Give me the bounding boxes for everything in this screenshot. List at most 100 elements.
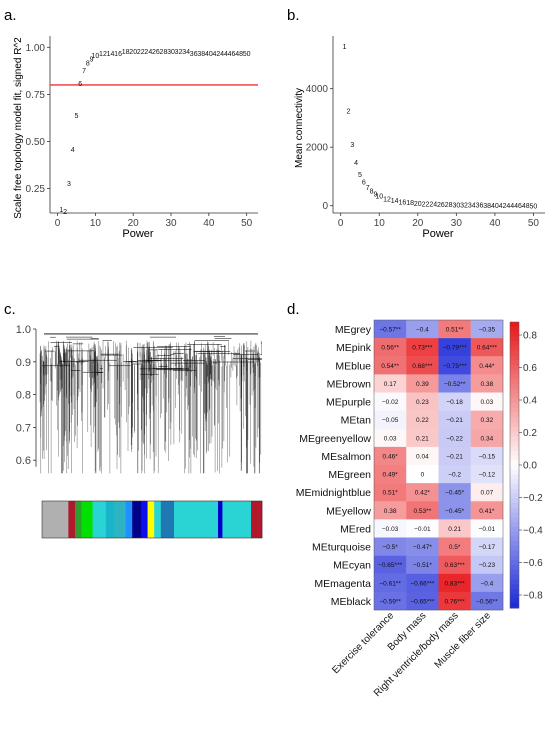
module-color-bar (41, 500, 263, 539)
heatmap-cell-label: −0.02 (382, 399, 399, 406)
heatmap-cell (374, 428, 407, 448)
heatmap-cell (438, 410, 471, 429)
heatmap-cell (470, 537, 504, 556)
mean-connectivity-point-label: 4 (354, 160, 358, 167)
heatmap-frame (373, 319, 504, 611)
scale-free-fit-point-label: 42 (213, 51, 221, 58)
heatmap-cell (470, 320, 504, 339)
mean-connectivity-point-label: 48 (522, 203, 530, 210)
colorbar-tick-label: 0.6 (523, 363, 537, 374)
heatmap-cell (470, 338, 504, 357)
colorbar-segment (510, 560, 519, 566)
heatmap-cell (374, 537, 407, 556)
colorbar-segment (510, 360, 519, 366)
heatmap-cell (438, 392, 471, 411)
heatmap-cell-label: −0.59** (379, 598, 401, 605)
module-color-block (218, 501, 223, 538)
colorbar-segment (510, 393, 519, 399)
heatmap-cell (374, 320, 407, 339)
heatmap-cell-label: 0.51** (446, 327, 464, 334)
heatmap-cell (470, 465, 504, 484)
colorbar-segment (510, 355, 519, 361)
heatmap-cell-label: −0.35 (479, 327, 496, 334)
colorbar-segment (510, 584, 519, 590)
heatmap-cell-label: 0.5* (449, 544, 461, 551)
heatmap-cell-label: 0.39 (416, 381, 429, 388)
scale-free-fit-y-tick-label: 0.25 (26, 184, 46, 195)
heatmap-cell-label: −0.21 (446, 453, 463, 460)
mean-connectivity-point-label: 22 (422, 201, 430, 208)
mean-connectivity-y-tick-label: 2000 (306, 143, 329, 154)
heatmap-cell-label: 0.38 (384, 508, 397, 515)
colorbar-tick-label: 0.8 (523, 331, 537, 342)
scale-free-fit-point-label: 4 (71, 147, 75, 154)
scale-free-fit-point-label: 1 (59, 207, 63, 214)
scale-free-fit-y-tick-label: 0.50 (26, 137, 46, 148)
mean-connectivity-point-label: 8 (370, 188, 374, 195)
heatmap-cell-label: 0.34 (481, 435, 494, 442)
mean-connectivity-point-label: 50 (530, 203, 538, 210)
dendrogram-y-tick-label: 0.6 (16, 455, 31, 467)
module-trait-heatmap: −0.57** −0.4 0.51** −0.35 0.56** 0.73*** −0.79… (296, 319, 543, 699)
scale-free-fit-point-label: 50 (243, 51, 251, 58)
mean-connectivity-point-label: 14 (391, 198, 399, 205)
heatmap-cell-label: 0.38 (481, 381, 494, 388)
scale-free-fit-point-label: 8 (86, 60, 90, 67)
heatmap-cell-label: −0.01 (414, 526, 431, 533)
mean-connectivity-y-tick-label: 0 (322, 201, 328, 212)
heatmap-cell (374, 555, 407, 574)
scale-free-fit-x-tick-label: 10 (90, 218, 102, 229)
heatmap-cell-label: −0.57** (379, 327, 401, 334)
heatmap-cell (406, 446, 439, 466)
heatmap-cell-label: 0.32 (481, 417, 494, 424)
scale-free-fit-point-label: 48 (235, 51, 243, 58)
heatmap-cell (406, 338, 439, 357)
module-color-block (132, 501, 142, 538)
dendrogram-y-tick-label: 0.8 (16, 390, 31, 402)
heatmap-cell-label: 0.56** (381, 345, 399, 352)
mean-connectivity-point-label: 3 (350, 142, 354, 149)
heatmap-cell-label: 0.03 (384, 435, 397, 442)
heatmap-cell-label: 0 (421, 472, 425, 479)
heatmap-cells: −0.57** −0.4 0.51** −0.35 0.56** 0.73*** −0.79… (373, 319, 504, 611)
heatmap-cell-label: 0.21 (448, 526, 461, 533)
heatmap-cell-label: −0.2 (448, 472, 461, 479)
scale-free-fit-point-label: 26 (152, 49, 160, 56)
colorbar-segment (510, 574, 519, 580)
mean-connectivity-point-label: 2 (346, 109, 350, 116)
colorbar-segment (510, 436, 519, 442)
heatmap-cell-label: 0.53** (414, 508, 432, 515)
dendrogram-axes: 0.6 0.7 0.8 0.9 1.0 (16, 324, 37, 467)
heatmap-cell-label: −0.23 (479, 562, 496, 569)
mean-connectivity-x-tick-label: 10 (374, 218, 386, 229)
colorbar-segment (510, 331, 519, 337)
mean-connectivity-point-label: 38 (483, 203, 491, 210)
colorbar-segment (510, 512, 519, 518)
heatmap-cell (470, 392, 504, 411)
scale-free-fit-x-tick-label: 30 (165, 218, 177, 229)
module-color-block (160, 501, 175, 538)
colorbar-tick-label: 0.0 (523, 461, 537, 472)
heatmap-cell (438, 537, 471, 556)
colorbar-segment (510, 422, 519, 428)
heatmap-cell (438, 338, 471, 357)
heatmap-cell-label: −0.21 (446, 417, 463, 424)
colorbar-segment (510, 588, 519, 595)
scale-free-fit-point-label: 28 (160, 49, 168, 56)
dendrogram-merges (41, 336, 262, 375)
colorbar-segment (510, 593, 519, 599)
colorbar-segment (510, 455, 519, 461)
colorbar-segment (510, 541, 519, 547)
scale-free-fit-point-label: 36 (190, 51, 198, 58)
heatmap-cell-label: 0.64*** (477, 345, 498, 352)
heatmap-cell (374, 573, 407, 593)
heatmap-row-label: MEtan (341, 415, 372, 427)
scale-free-fit-point-label: 24 (144, 49, 152, 56)
colorbar-segment (510, 460, 519, 466)
heatmap-cell (470, 501, 504, 520)
colorbar-segment (510, 431, 519, 437)
colorbar-segment (510, 493, 519, 499)
colorbar-tick-label: 0.2 (523, 428, 537, 439)
scale-free-fit-point-label: 20 (129, 49, 137, 56)
